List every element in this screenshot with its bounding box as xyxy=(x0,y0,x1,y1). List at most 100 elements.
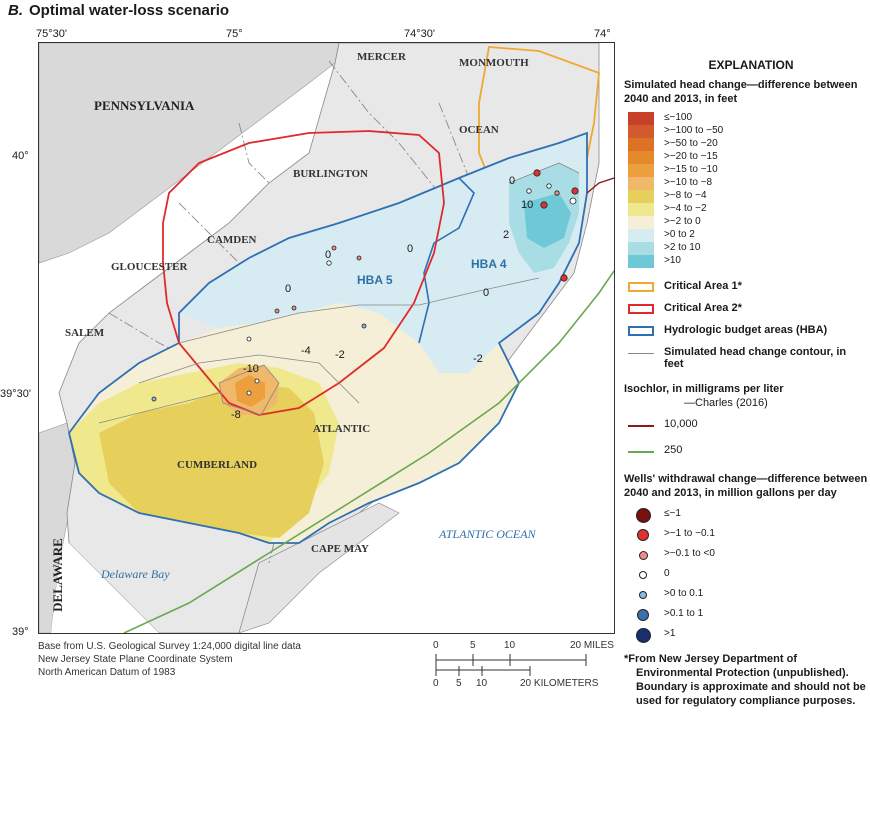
credit-line: Base from U.S. Geological Survey 1:24,00… xyxy=(38,641,301,652)
head-change-class-label: >0 to 2 xyxy=(664,229,695,240)
wells-legend: ≤−1 >−1 to −0.1 >−0.1 to <0 0 >0 to 0.1 >0.1 … xyxy=(624,504,868,644)
wells-class-row: ≤−1 xyxy=(624,504,868,524)
contour-label: -8 xyxy=(231,409,241,421)
contour-label-text: Simulated head change contour, in feet xyxy=(664,346,847,370)
label-camden: CAMDEN xyxy=(207,234,257,246)
scale-mile-20: 20 MILES xyxy=(570,640,614,651)
wells-class-label: >1 xyxy=(664,628,676,639)
scale-bar: 0 5 10 20 MILES 0 5 10 20 KILOMETERS xyxy=(420,638,620,698)
label-hba-4: HBA 4 xyxy=(471,257,507,271)
label-atlantic: ATLANTIC xyxy=(313,423,371,435)
critical-area-1-swatch xyxy=(628,282,654,292)
water-delaware-bay xyxy=(51,543,159,633)
contour-label: 2 xyxy=(503,229,510,241)
head-change-class-label: >2 to 10 xyxy=(664,242,701,253)
legend-critical-area-2: Critical Area 2* xyxy=(624,300,868,322)
wells-class-row: 0 xyxy=(624,564,868,584)
head-change-swatch xyxy=(628,216,654,229)
head-change-swatch xyxy=(628,138,654,151)
map-canvas xyxy=(39,43,614,633)
head-change-class-label: >−2 to 0 xyxy=(664,216,701,227)
head-change-swatch xyxy=(628,151,654,164)
scale-km-20: 20 KILOMETERS xyxy=(520,678,599,689)
scale-bar-graphic xyxy=(435,654,587,676)
label-pennsylvania: PENNSYLVANIA xyxy=(94,98,195,113)
map-frame: PENNSYLVANIA DELAWARE MERCER MONMOUTH OC… xyxy=(38,42,615,634)
wells-class-row: >1 xyxy=(624,624,868,644)
head-change-class-label: >−20 to −15 xyxy=(664,151,718,162)
contour-label: 0 xyxy=(285,283,292,295)
isochlor-10000 xyxy=(586,177,614,194)
legend-hba: Hydrologic budget areas (HBA) xyxy=(624,322,868,344)
head-change-swatch xyxy=(628,190,654,203)
head-change-swatch xyxy=(628,242,654,255)
tick-lon-1: 75°30' xyxy=(36,28,67,40)
contour-label: -4 xyxy=(301,345,311,357)
contour-label: 0 xyxy=(325,249,332,261)
head-change-swatch xyxy=(628,177,654,190)
label-hba-5: HBA 5 xyxy=(357,273,393,287)
hba-label: Hydrologic budget areas (HBA) xyxy=(664,324,828,336)
legend-head-change-title: Simulated head change—difference between… xyxy=(624,79,858,105)
wells-class-row: >−1 to −0.1 xyxy=(624,524,868,544)
critical-area-2-label: Critical Area 2* xyxy=(664,302,742,314)
contour-label: 0 xyxy=(407,243,414,255)
head-change-class-label: >10 xyxy=(664,255,681,266)
well-symbol-icon xyxy=(639,591,647,599)
wells-class-row: >0.1 to 1 xyxy=(624,604,868,624)
tick-lon-2: 75° xyxy=(226,28,243,40)
head-change-swatch xyxy=(628,203,654,216)
isochlor-250 xyxy=(123,270,614,633)
head-change-class-label: >−50 to −20 xyxy=(664,138,718,149)
credit-line: New Jersey State Plane Coordinate System xyxy=(38,654,233,665)
head-change-class-label: >−4 to −2 xyxy=(664,203,707,214)
contour-label: 10 xyxy=(521,199,534,211)
head-change-contours xyxy=(98,162,580,424)
scale-mile-10: 10 xyxy=(504,640,516,651)
well-symbol-icon xyxy=(639,571,647,579)
well-symbol-icon xyxy=(637,529,649,541)
head-change-swatch xyxy=(628,112,654,125)
head-change-class-label: >−15 to −10 xyxy=(664,164,718,175)
isochlor-250-swatch xyxy=(628,451,654,453)
contour-swatch xyxy=(628,353,654,354)
contour-label: 0 xyxy=(509,175,516,187)
legend-heading: EXPLANATION xyxy=(708,58,794,72)
label-gloucester: GLOUCESTER xyxy=(111,261,188,273)
isochlor-source: —Charles (2016) xyxy=(684,397,768,409)
isochlor-title: Isochlor, in milligrams per liter —Charl… xyxy=(624,382,868,410)
tick-lon-4: 74° xyxy=(594,28,611,40)
hba-fill-south-darker xyxy=(99,383,324,538)
legend-footnote: *From New Jersey Department of Environme… xyxy=(624,653,866,707)
tick-lon-3: 74°30' xyxy=(404,28,435,40)
legend: EXPLANATION Simulated head change—differ… xyxy=(624,58,868,708)
contour-label: -2 xyxy=(473,353,483,365)
scale-km-0: 0 xyxy=(433,678,439,689)
label-cumberland: CUMBERLAND xyxy=(177,459,258,471)
critical-area-2-swatch xyxy=(628,304,654,314)
isochlor-title-text: Isochlor, in milligrams per liter xyxy=(624,383,784,395)
isochlor-10000-label: 10,000 xyxy=(664,418,698,430)
legend-contour: Simulated head change contour, in feet xyxy=(624,344,868,378)
tick-lat-2: 39°30' xyxy=(0,388,31,400)
scale-mile-0: 0 xyxy=(433,640,439,651)
label-mercer: MERCER xyxy=(357,51,406,63)
head-change-swatch xyxy=(628,164,654,177)
wells-class-label: >0.1 to 1 xyxy=(664,608,704,619)
hba-fill-east-peak xyxy=(524,193,571,248)
wells-class-label: 0 xyxy=(664,568,670,579)
well-symbol-icon xyxy=(635,507,651,523)
panel-letter: B. xyxy=(8,2,23,19)
critical-area-1-label: Critical Area 1* xyxy=(664,280,742,292)
isochlor-250-label: 250 xyxy=(664,444,683,456)
scale-km-5: 5 xyxy=(456,678,462,689)
wells-class-row: >−0.1 to <0 xyxy=(624,544,868,564)
credit-line: North American Datum of 1983 xyxy=(38,667,176,678)
figure-title: B. Optimal water-loss scenario xyxy=(8,2,229,19)
wells-class-row: >0 to 0.1 xyxy=(624,584,868,604)
head-change-class-label: >−10 to −8 xyxy=(664,177,713,188)
wells-class-label: >−1 to −0.1 xyxy=(664,528,715,539)
label-delaware-bay: Delaware Bay xyxy=(101,567,170,581)
land-cape-may xyxy=(238,502,400,633)
head-change-swatch xyxy=(628,229,654,242)
